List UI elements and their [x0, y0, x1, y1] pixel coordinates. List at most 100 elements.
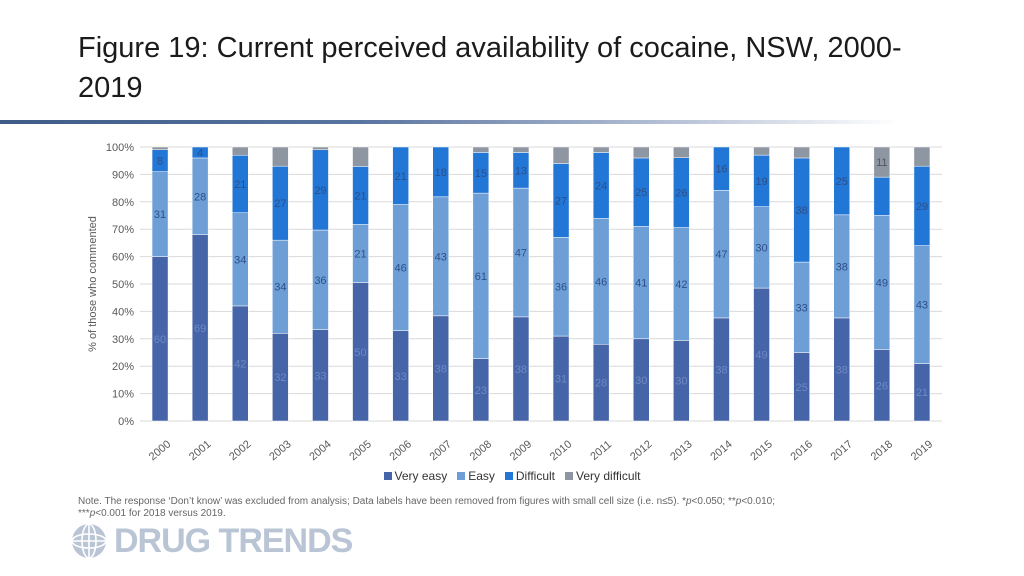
footnote-text-4: *** [78, 508, 90, 519]
x-tick-label: 2017 [829, 438, 855, 463]
x-tick-label: 2015 [748, 438, 774, 463]
footnote-text-1: Note. The response ‘Don’t know’ was excl… [78, 496, 686, 507]
slide-title: Figure 19: Current perceived availabilit… [78, 32, 902, 104]
data-label: 23 [475, 385, 487, 397]
bar-segment-very-difficult [232, 146, 249, 156]
data-label: 26 [675, 188, 687, 200]
data-label: 50 [354, 347, 366, 359]
data-label: 38 [836, 261, 848, 273]
x-tick-label: 2008 [468, 438, 494, 463]
legend-item: Very difficult [565, 468, 641, 483]
data-label: 27 [274, 198, 286, 210]
data-label: 29 [314, 185, 326, 197]
data-label: 36 [314, 275, 326, 287]
data-label: 25 [635, 187, 647, 199]
legend-label: Very easy [394, 468, 448, 483]
bar-segment-very-difficult [352, 146, 369, 167]
data-label: 32 [274, 372, 286, 384]
footnote-text-2: <0.050; ** [691, 496, 736, 507]
data-label: 36 [555, 282, 567, 294]
x-tick-label: 2002 [227, 438, 253, 463]
stacked-bar-chart: 0% 10% 20% 30% 40% 50% 60% 70% 80% 90% 100% % of th… [87, 142, 942, 463]
footnote-p-2: p [735, 496, 742, 507]
data-label: 47 [515, 247, 527, 259]
data-label: 49 [876, 278, 888, 290]
data-label: 60 [154, 334, 166, 346]
data-label: 27 [555, 195, 567, 207]
legend-label: Very difficult [576, 468, 641, 483]
footnote-text-3: <0.010; [741, 496, 775, 507]
data-label: 28 [194, 191, 206, 203]
data-label: 38 [715, 364, 727, 376]
bar-segment-difficult [392, 146, 409, 205]
data-label: 25 [796, 382, 808, 394]
y-tick-label: 50% [112, 279, 134, 291]
bar-segment-very-difficult [633, 146, 650, 159]
footnote-text-5: <0.001 for 2018 versus 2019. [95, 508, 226, 519]
bar-segment-very-difficult [552, 146, 570, 164]
data-label: 30 [755, 242, 767, 254]
bar-segment-very-difficult [272, 146, 289, 167]
x-tick-label: 2007 [428, 438, 454, 463]
data-label: 21 [916, 387, 928, 399]
y-tick-label: 90% [112, 169, 134, 181]
data-label: 21 [354, 190, 366, 202]
data-label: 69 [194, 323, 206, 335]
bar-segment-very-difficult [673, 146, 690, 158]
data-label: 30 [675, 376, 687, 388]
x-tick-label: 2001 [187, 438, 213, 463]
data-label: 11 [876, 157, 887, 169]
y-tick-label: 20% [112, 361, 134, 373]
legend-item: Very easy [383, 468, 448, 483]
data-label: 47 [715, 249, 727, 261]
data-label: 26 [876, 380, 888, 392]
legend-item: Difficult [504, 468, 555, 483]
y-tick-label: 40% [112, 306, 134, 318]
y-tick-label: 10% [112, 389, 134, 401]
data-label: 34 [274, 282, 286, 294]
bar-segment-very-difficult [472, 146, 490, 153]
data-label: 43 [916, 300, 928, 312]
x-tick-label: 2014 [708, 438, 734, 463]
footnote: Note. The response ‘Don’t know’ was excl… [78, 496, 958, 520]
x-tick-label: 2000 [147, 438, 173, 463]
legend-swatch [457, 471, 466, 480]
bar-segment-very-difficult [753, 146, 770, 156]
data-label: 31 [154, 209, 166, 221]
data-label: 30 [635, 375, 647, 387]
footnote-p-1: p [685, 496, 692, 507]
bar-segment-very-difficult [512, 146, 530, 153]
data-label: 34 [234, 254, 246, 266]
data-label: 16 [715, 164, 727, 176]
data-label: 8 [157, 156, 163, 168]
data-label: 4 [197, 147, 203, 159]
data-label: 33 [796, 302, 808, 314]
bar-segment-very-difficult [312, 146, 329, 151]
bar-segment-very-difficult [793, 146, 810, 159]
legend-label: Easy [468, 468, 495, 483]
data-label: 61 [475, 271, 487, 283]
x-tick-label: 2005 [347, 438, 373, 463]
x-tick-label: 2010 [548, 438, 574, 463]
data-label: 31 [555, 374, 567, 386]
data-label: 42 [234, 358, 246, 370]
data-label: 38 [796, 205, 808, 217]
data-label: 19 [755, 176, 767, 188]
y-tick-label: 80% [112, 197, 134, 209]
legend-swatch [504, 471, 513, 480]
y-tick-label: 0% [118, 416, 134, 428]
data-label: 33 [395, 371, 407, 383]
data-label: 41 [635, 278, 647, 290]
data-label: 21 [234, 179, 246, 191]
data-label: 38 [515, 364, 527, 376]
y-tick-label: 60% [112, 252, 134, 264]
globe-icon [71, 523, 107, 559]
bar-segment-very-difficult [592, 146, 610, 153]
data-label: 43 [435, 251, 447, 263]
data-label: 38 [435, 363, 447, 375]
bar-segment-difficult [432, 146, 449, 198]
chart-legend: Very easy Easy Difficult Very difficult [0, 468, 1024, 483]
x-tick-label: 2012 [628, 438, 654, 463]
x-tick-label: 2016 [788, 438, 814, 463]
bar-segment-very-difficult [151, 146, 169, 150]
